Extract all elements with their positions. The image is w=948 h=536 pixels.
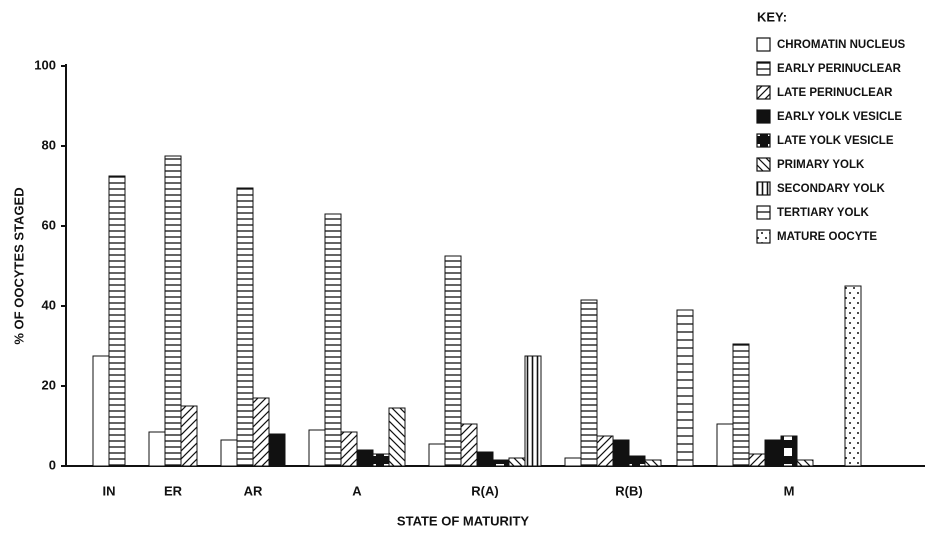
bar — [236, 187, 254, 467]
bar — [388, 407, 406, 467]
legend-label: EARLY PERINUCLEAR — [777, 63, 902, 75]
legend-title: KEY: — [757, 9, 787, 24]
legend-swatch — [756, 181, 771, 196]
bar — [524, 355, 542, 467]
bar — [580, 299, 598, 467]
bar — [108, 175, 126, 467]
bar — [460, 423, 478, 467]
bar — [596, 435, 614, 467]
legend-label: MATURE OOCYTE — [777, 231, 877, 243]
bar — [628, 455, 646, 467]
bar — [612, 439, 630, 467]
legend-swatch — [756, 133, 771, 148]
bar — [476, 451, 494, 467]
legend-label: PRIMARY YOLK — [777, 159, 865, 171]
bar — [148, 431, 166, 467]
legend-swatch — [756, 37, 771, 52]
y-tick-label: 60 — [42, 217, 56, 232]
bar — [444, 255, 462, 467]
bar — [308, 429, 326, 467]
x-tick-label: AR — [244, 483, 263, 498]
x-tick-label: R(A) — [471, 483, 498, 498]
bar — [372, 453, 390, 467]
bar — [252, 397, 270, 467]
y-axis-label: % OF OOCYTES STAGED — [11, 187, 26, 344]
y-tick-label: 40 — [42, 297, 56, 312]
bar — [796, 459, 814, 467]
bar — [180, 405, 198, 467]
legend-swatch — [756, 109, 771, 124]
bar — [764, 439, 782, 467]
bar — [164, 155, 182, 467]
legend-label: SECONDARY YOLK — [777, 183, 885, 195]
y-tick-label: 80 — [42, 137, 56, 152]
legend-swatch — [756, 205, 771, 220]
legend-label: LATE PERINUCLEAR — [777, 87, 893, 99]
legend-label: TERTIARY YOLK — [777, 207, 869, 219]
x-tick-label: IN — [103, 483, 116, 498]
legend-label: EARLY YOLK VESICLE — [777, 111, 902, 123]
bar — [644, 459, 662, 467]
bar — [92, 355, 110, 467]
bar — [716, 423, 734, 467]
bar — [324, 213, 342, 467]
legend-label: CHROMATIN NUCLEUS — [777, 39, 906, 51]
legend-swatch — [756, 85, 771, 100]
y-tick-label: 0 — [49, 457, 56, 472]
bar — [428, 443, 446, 467]
bar — [268, 433, 286, 467]
bar — [844, 285, 862, 467]
bar — [564, 457, 582, 467]
legend-swatch — [756, 157, 771, 172]
bar — [508, 457, 526, 467]
x-tick-label: R(B) — [615, 483, 642, 498]
bar — [492, 459, 510, 467]
bar — [220, 439, 238, 467]
bar — [340, 431, 358, 467]
x-tick-label: A — [352, 483, 362, 498]
bar — [732, 343, 750, 467]
x-axis-label: STATE OF MATURITY — [397, 513, 529, 528]
legend-swatch — [756, 229, 771, 244]
legend-swatch — [756, 61, 771, 76]
legend-label: LATE YOLK VESICLE — [777, 135, 894, 147]
y-tick-label: 100 — [34, 57, 56, 72]
y-tick-label: 20 — [42, 377, 56, 392]
bar — [356, 449, 374, 467]
x-tick-label: ER — [164, 483, 183, 498]
bar — [748, 453, 766, 467]
x-tick-label: M — [784, 483, 795, 498]
bar — [780, 435, 798, 467]
bar — [676, 309, 694, 467]
